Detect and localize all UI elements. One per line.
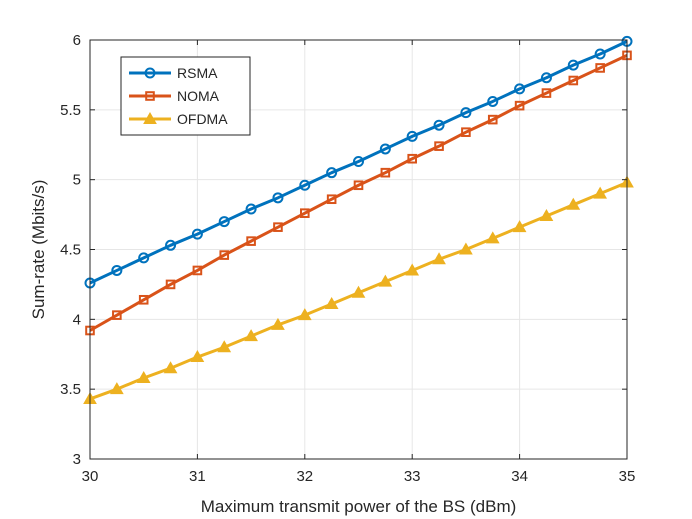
- data-point-rsma: [594, 48, 606, 60]
- data-point-noma: [434, 141, 444, 151]
- x-tick-label: 35: [619, 468, 636, 485]
- data-point-rsma: [353, 156, 364, 168]
- data-point-rsma: [540, 72, 552, 84]
- y-tick-label: 3: [73, 451, 81, 468]
- data-point-ofdma: [244, 329, 258, 342]
- legend-entry-rsma: RSMA: [177, 65, 218, 81]
- x-tick-label: 30: [82, 468, 99, 485]
- data-point-rsma: [567, 59, 579, 71]
- data-point-ofdma: [271, 317, 285, 330]
- legend: RSMA NOMA OFDMA: [120, 56, 251, 136]
- data-point-noma: [353, 180, 364, 191]
- data-point-rsma: [460, 107, 472, 119]
- data-point-ofdma: [566, 197, 581, 210]
- x-tick-label: 34: [511, 468, 528, 485]
- data-point-noma: [461, 127, 471, 137]
- legend-entry-noma: NOMA: [177, 88, 220, 104]
- data-point-noma: [138, 294, 149, 305]
- y-tick-label: 4: [73, 311, 81, 328]
- data-point-noma: [541, 88, 552, 98]
- data-point-noma: [300, 208, 310, 218]
- data-point-ofdma: [539, 208, 554, 221]
- data-point-noma: [595, 63, 605, 73]
- data-point-noma: [246, 236, 256, 246]
- data-point-ofdma: [109, 382, 124, 395]
- data-point-ofdma: [405, 263, 420, 276]
- data-point-rsma: [245, 203, 257, 215]
- data-point-rsma: [299, 179, 311, 191]
- legend-marker-rsma: [144, 67, 156, 79]
- y-tick-label: 6: [73, 32, 81, 49]
- data-point-ofdma: [163, 361, 178, 374]
- legend-marker-noma: [145, 91, 155, 101]
- data-point-ofdma: [432, 252, 446, 265]
- legend-marker-ofdma: [143, 111, 157, 124]
- data-point-rsma: [433, 119, 445, 131]
- y-tick-label: 5: [73, 172, 81, 189]
- data-point-rsma: [272, 192, 284, 204]
- x-tick-label: 31: [189, 468, 206, 485]
- data-point-noma: [326, 194, 337, 205]
- data-point-ofdma: [217, 340, 232, 353]
- x-tick-label: 32: [296, 468, 313, 485]
- data-point-noma: [273, 222, 283, 232]
- series-rsma: [84, 35, 633, 289]
- data-point-noma: [407, 153, 417, 164]
- data-point-ofdma: [593, 186, 608, 199]
- data-point-ofdma: [378, 274, 393, 287]
- series-line-rsma: [89, 40, 628, 285]
- data-point-ofdma: [351, 285, 366, 298]
- data-point-rsma: [514, 83, 526, 95]
- y-tick-label: 4.5: [60, 242, 81, 259]
- y-axis-label: Sum-rate (Mbits/s): [29, 180, 48, 320]
- data-point-ofdma: [512, 220, 527, 233]
- data-point-noma: [112, 310, 122, 320]
- data-point-noma: [380, 167, 391, 178]
- legend-entry-ofdma: OFDMA: [177, 111, 228, 127]
- data-point-noma: [219, 250, 230, 260]
- data-point-rsma: [218, 216, 230, 228]
- data-point-ofdma: [459, 242, 473, 255]
- data-point-rsma: [487, 95, 499, 107]
- y-tick-label: 5.5: [60, 102, 81, 119]
- data-point-noma: [165, 279, 176, 290]
- data-point-rsma: [379, 143, 391, 155]
- data-point-rsma: [406, 130, 418, 142]
- data-point-noma: [192, 265, 203, 276]
- data-point-ofdma: [190, 350, 205, 363]
- data-point-ofdma: [297, 308, 312, 321]
- axis-ticks: 30 31 32 33 34 35 3 3.5 4 4.5 5 5.5 6: [60, 32, 635, 485]
- data-point-rsma: [165, 239, 177, 251]
- data-point-noma: [487, 114, 498, 125]
- data-point-rsma: [111, 264, 123, 276]
- data-point-rsma: [326, 167, 338, 179]
- x-tick-label: 33: [404, 468, 421, 485]
- series-line-noma: [89, 54, 628, 332]
- data-point-ofdma: [136, 370, 151, 383]
- data-point-rsma: [191, 228, 203, 240]
- y-tick-label: 3.5: [60, 381, 81, 398]
- data-point-ofdma: [485, 231, 500, 244]
- data-point-noma: [514, 100, 525, 111]
- data-point-ofdma: [324, 296, 339, 309]
- data-point-rsma: [138, 252, 150, 264]
- x-axis-label: Maximum transmit power of the BS (dBm): [201, 497, 517, 516]
- data-point-noma: [568, 75, 579, 86]
